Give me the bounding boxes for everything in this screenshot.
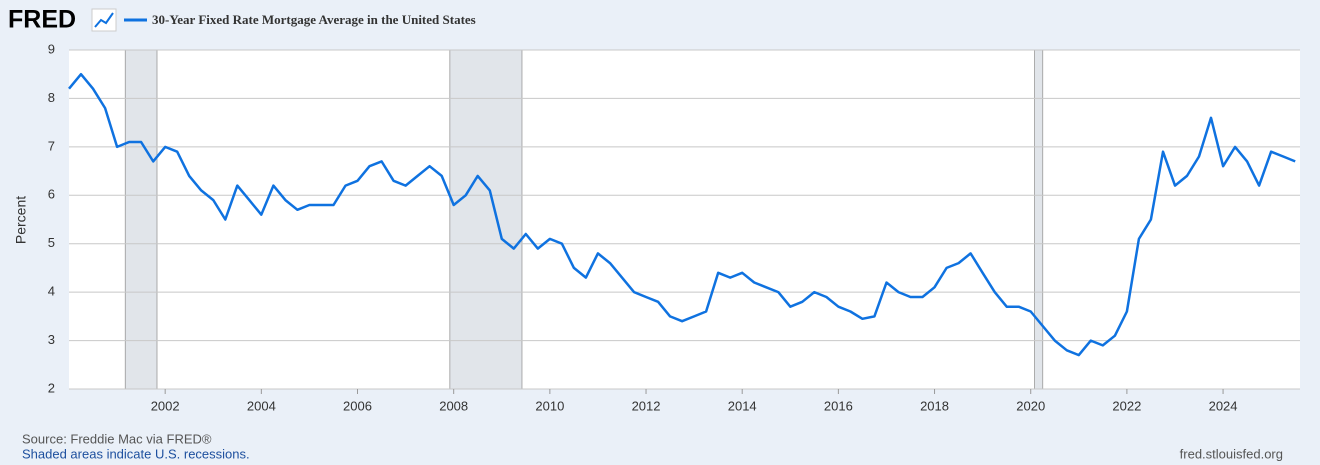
- recession-band: [449, 49, 523, 390]
- series-line: [68, 72, 1296, 357]
- y-axis-label: Percent: [13, 196, 29, 244]
- x-tick-label: 2006: [343, 398, 372, 413]
- y-tick-label: 8: [48, 90, 55, 105]
- recession-band: [1034, 49, 1044, 390]
- y-tick-label: 7: [48, 138, 55, 153]
- x-tick-label: 2018: [920, 398, 949, 413]
- legend-label: 30-Year Fixed Rate Mortgage Average in t…: [152, 12, 476, 27]
- y-tick-label: 2: [48, 380, 55, 395]
- source: Source: Freddie Mac via FRED®: [22, 431, 212, 446]
- y-tick-label: 5: [48, 235, 55, 250]
- y-tick-label: 9: [48, 41, 55, 56]
- x-tick-label: 2024: [1209, 398, 1238, 413]
- y-tick-label: 4: [48, 284, 55, 299]
- x-tick-label: 2004: [247, 398, 276, 413]
- x-tick-label: 2010: [535, 398, 564, 413]
- recession-band: [124, 49, 158, 390]
- site: fred.stlouisfed.org: [1180, 446, 1283, 461]
- y-tick-label: 3: [48, 332, 55, 347]
- logo: FRED: [8, 6, 76, 34]
- x-tick-label: 2022: [1112, 398, 1141, 413]
- plot-area: [69, 50, 1300, 389]
- x-tick-label: 2014: [728, 398, 757, 413]
- note: Shaded areas indicate U.S. recessions.: [22, 446, 250, 461]
- x-tick-label: 2012: [632, 398, 661, 413]
- x-tick-label: 2002: [151, 398, 180, 413]
- x-tick-label: 2020: [1016, 398, 1045, 413]
- y-tick-label: 6: [48, 187, 55, 202]
- logo-icon: [91, 8, 117, 32]
- x-tick-label: 2016: [824, 398, 853, 413]
- x-tick-label: 2008: [439, 398, 468, 413]
